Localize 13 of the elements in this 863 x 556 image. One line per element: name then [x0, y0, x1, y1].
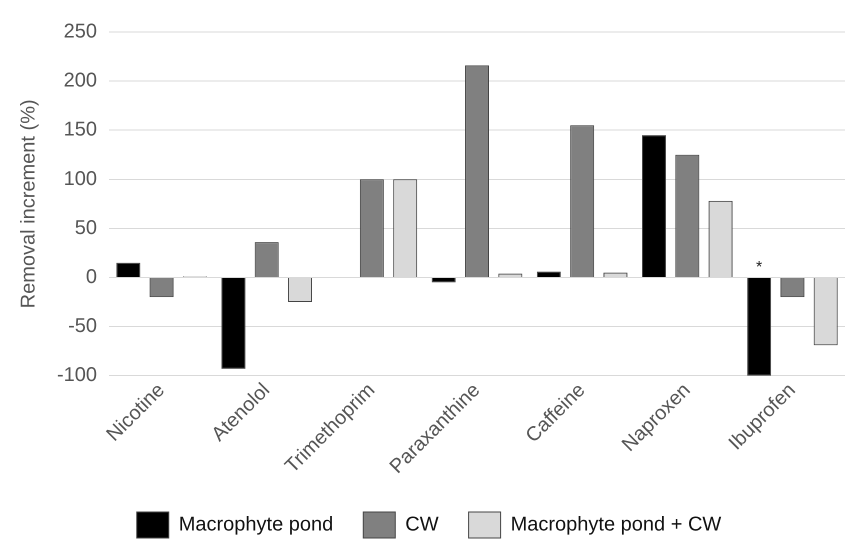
y-tick-label: 0 — [86, 266, 98, 288]
y-tick-label: 100 — [64, 168, 98, 190]
y-tick-label: -50 — [68, 315, 98, 338]
y-tick-label: -100 — [57, 364, 98, 386]
y-axis-title: Removal increment (%) — [18, 99, 40, 308]
legend-label: Macrophyte pond + CW — [510, 514, 722, 536]
y-tick-label: 250 — [64, 20, 98, 43]
y-tick-label: 150 — [64, 118, 98, 141]
legend-label: Macrophyte pond — [178, 514, 334, 536]
legend-label: CW — [405, 514, 439, 536]
annotation: * — [756, 258, 762, 276]
y-tick-label: 200 — [64, 70, 98, 92]
y-tick-label: 50 — [74, 216, 98, 239]
